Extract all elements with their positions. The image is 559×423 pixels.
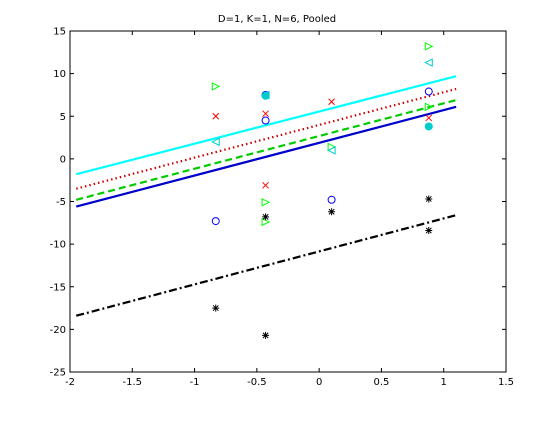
data-point-star-4 bbox=[328, 208, 336, 216]
x-tick-label: -1.5 bbox=[123, 377, 143, 388]
y-tick-label: -25 bbox=[50, 368, 66, 379]
y-tick-label: -10 bbox=[50, 240, 66, 251]
data-point-x-4 bbox=[328, 98, 335, 106]
axes: -2 -1.5 -1 -0.5 0 0.5 1 1.5 -25 -20 -15 -10 -5 0 5 10 15 bbox=[50, 27, 514, 389]
data-point-triangle-right-1 bbox=[211, 82, 221, 91]
data-point-circle-2 bbox=[261, 116, 270, 125]
data-point-circle-5 bbox=[424, 87, 433, 96]
data-point-x-2 bbox=[262, 110, 269, 118]
data-point-triangle-left-3 bbox=[326, 146, 336, 155]
chart-title: D=1, K=1, N=6, Pooled bbox=[218, 14, 336, 25]
x-tick-label: 1 bbox=[441, 377, 447, 388]
data-point-triangle-left-1 bbox=[211, 137, 220, 147]
data-point-triangle-right-5 bbox=[424, 42, 434, 51]
data-point-x-3 bbox=[262, 181, 269, 189]
data-points bbox=[211, 42, 434, 339]
data-point-filled-circle-2 bbox=[424, 122, 433, 131]
fit-line-1 bbox=[75, 75, 457, 176]
data-point-star-2 bbox=[262, 213, 270, 221]
x-tick-label: 0 bbox=[316, 377, 322, 388]
data-point-triangle-right-2 bbox=[261, 198, 271, 207]
data-point-triangle-right-6 bbox=[424, 102, 434, 112]
x-tick-label: 1.5 bbox=[498, 377, 514, 388]
fit-line-5 bbox=[75, 214, 457, 317]
x-tick-label: 0.5 bbox=[373, 377, 389, 388]
x-tick-label: -0.5 bbox=[247, 377, 267, 388]
y-tick-label: 10 bbox=[53, 69, 66, 80]
x-tick-label: -2 bbox=[65, 377, 75, 388]
y-tick-label: -20 bbox=[50, 325, 66, 336]
x-tick-label: -1 bbox=[190, 377, 200, 388]
data-point-star-1 bbox=[212, 304, 220, 312]
data-point-triangle-left-4 bbox=[424, 58, 433, 67]
data-point-x-1 bbox=[212, 112, 220, 120]
data-point-star-3 bbox=[262, 331, 270, 339]
data-point-circle-1 bbox=[211, 217, 220, 226]
data-point-x-5 bbox=[425, 114, 433, 122]
y-tick-label: 5 bbox=[60, 112, 66, 123]
data-point-star-6 bbox=[425, 226, 433, 234]
y-tick-label: 0 bbox=[60, 154, 66, 165]
fit-line-4 bbox=[75, 105, 457, 208]
data-point-star-5 bbox=[425, 195, 433, 203]
data-point-circle-4 bbox=[327, 195, 336, 204]
y-tick-label: -5 bbox=[56, 197, 66, 208]
y-tick-label: 15 bbox=[53, 27, 66, 38]
y-tick-label: -15 bbox=[50, 282, 66, 293]
data-point-filled-circle-1 bbox=[261, 91, 270, 100]
regression-lines bbox=[75, 75, 457, 317]
